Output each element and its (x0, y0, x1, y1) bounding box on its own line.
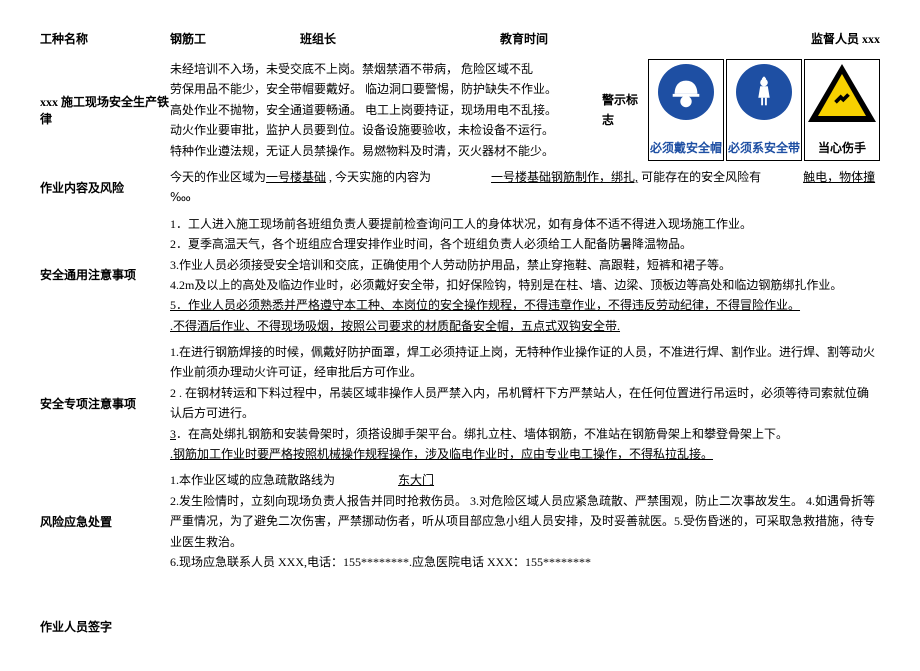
belt-icon (736, 64, 792, 120)
list-item: 1.在进行钢筋焊接的时候，佩戴好防护面罩，焊工必须持证上岗，无特种作业操作证的人… (170, 342, 880, 383)
general-section: 安全通用注意事项 1．工人进入施工现场前各班组负责人要提前检查询问工人的身体状况… (40, 214, 880, 336)
rules-line: 特种作业遵法规，无证人员禁操作。易燃物料及时清，灭火器材不能少。 (170, 141, 598, 161)
emergency-label: 风险应急处置 (40, 470, 170, 572)
content-risk-section: 作业内容及风险 今天的作业区域为一号楼基础 , 今天实施的内容为 一号楼基础钢筋… (40, 167, 880, 208)
text: 今天的作业区域为 (170, 170, 266, 184)
list-item: 3．在高处绑扎钢筋和安装骨架时，须搭设脚手架平台。绑扎立柱、墙体钢筋，不准站在钢… (170, 424, 880, 444)
belt-caption: 必须系安全带 (728, 138, 800, 158)
general-body: 1．工人进入施工现场前各班组负责人要提前检查询问工人的身体状况，如有身体不适不得… (170, 214, 880, 336)
helmet-icon (658, 64, 714, 120)
rules-text: 未经培训不入场，未受交底不上岗。禁烟禁酒不带病， 危险区域不乱 劳保用品不能少，… (170, 59, 598, 161)
hand-icon (808, 64, 876, 122)
job-name-value: 钢筋工 (170, 30, 300, 47)
content-risk-label: 作业内容及风险 (40, 167, 170, 208)
special-label: 安全专项注意事项 (40, 342, 170, 464)
special-section: 安全专项注意事项 1.在进行钢筋焊接的时候，佩戴好防护面罩，焊工必须持证上岗，无… (40, 342, 880, 464)
job-name-label: 工种名称 (40, 30, 170, 47)
safety-icons: 必须戴安全帽 必须系安全带 (648, 59, 880, 161)
text: ‱ (170, 190, 191, 204)
special-body: 1.在进行钢筋焊接的时候，佩戴好防护面罩，焊工必须持证上岗，无特种作业操作证的人… (170, 342, 880, 464)
helmet-sign: 必须戴安全帽 (648, 59, 724, 161)
team-leader-label: 班组长 (300, 30, 500, 47)
rules-section: xxx 施工现场安全生产铁律 未经培训不入场，未受交底不上岗。禁烟禁酒不带病， … (40, 59, 880, 161)
helmet-caption: 必须戴安全帽 (650, 138, 722, 158)
hand-caption: 当心伤手 (818, 138, 866, 158)
signature-body (170, 618, 880, 635)
list-item-underline: .不得酒后作业、不得现场吸烟，按照公司要求的材质配备安全帽，五点式双钩安全带. (170, 316, 880, 336)
list-item: 2.发生险情时，立刻向现场负责人报告并同时抢救伤员。 3.对危险区域人员应紧急疏… (170, 491, 880, 552)
list-item: 6.现场应急联系人员 XXX,电话：155********.应急医院电话 XXX… (170, 552, 880, 572)
list-item: 4.2m及以上的高处及临边作业时，必须戴好安全带，扣好保险钩，特别是在柱、墙、边… (170, 275, 880, 295)
emergency-body: 1.本作业区域的应急疏散路线为 东大门 2.发生险情时，立刻向现场负责人报告并同… (170, 470, 880, 572)
rules-line: 劳保用品不能少，安全带帽要戴好。 临边洞口要警惕，防护缺失不作业。 (170, 79, 598, 99)
training-time-label: 教育时间 (500, 30, 640, 47)
belt-sign: 必须系安全带 (726, 59, 802, 161)
hand-sign: 当心伤手 (804, 59, 880, 161)
text: 1.本作业区域的应急疏散路线为 (170, 473, 398, 487)
text: ．在高处绑扎钢筋和安装骨架时，须搭设脚手架平台。绑扎立柱、墙体钢筋，不准站在钢筋… (176, 427, 788, 441)
list-item: 2 . 在钢材转运和下料过程中，吊装区域非操作人员严禁入内，吊机臂杆下方严禁站人… (170, 383, 880, 424)
text: 可能存在的安全风险有 (638, 170, 761, 184)
work-underline: 一号楼基础钢筋制作，绑扎, (491, 170, 638, 184)
list-item: 3.作业人员必须接受安全培训和交底，正确使用个人劳动防护用品，禁止穿拖鞋、高跟鞋… (170, 255, 880, 275)
rules-line: 高处作业不抛物，安全通道要畅通。 电工上岗要持证，现场用电不乱接。 (170, 100, 598, 120)
list-item: 1.本作业区域的应急疏散路线为 东大门 (170, 470, 880, 490)
supervisor-label: 监督人员 xxx (640, 30, 880, 47)
signature-label: 作业人员签字 (40, 618, 170, 635)
rules-line: 动火作业要审批，监护人员要到位。设备设施要验收，未检设备不运行。 (170, 120, 598, 140)
area-underline: 一号楼基础 (266, 170, 326, 184)
list-item-underline: .钢筋加工作业时要严格按照机械操作规程操作，涉及临电作业时，应由专业电工操作，不… (170, 444, 880, 464)
content-risk-body: 今天的作业区域为一号楼基础 , 今天实施的内容为 一号楼基础钢筋制作，绑扎, 可… (170, 167, 880, 208)
general-label: 安全通用注意事项 (40, 214, 170, 336)
signature-section: 作业人员签字 (40, 618, 880, 635)
emergency-section: 风险应急处置 1.本作业区域的应急疏散路线为 东大门 2.发生险情时，立刻向现场… (40, 470, 880, 572)
list-item-underline: 5．作业人员必须熟悉并严格遵守本工种、本岗位的安全操作规程，不得违章作业，不得违… (170, 295, 880, 315)
list-item: 2．夏季高温天气，各个班组应合理安排作业时间，各个班组负责人必须给工人配备防暑降… (170, 234, 880, 254)
rules-line: 未经培训不入场，未受交底不上岗。禁烟禁酒不带病， 危险区域不乱 (170, 59, 598, 79)
warning-sign-label: 警示标志 (598, 59, 648, 161)
list-item: 1．工人进入施工现场前各班组负责人要提前检查询问工人的身体状况，如有身体不适不得… (170, 214, 880, 234)
header-row: 工种名称 钢筋工 班组长 教育时间 监督人员 xxx (40, 30, 880, 47)
route-underline: 东大门 (398, 473, 434, 487)
text: , 今天实施的内容为 (326, 170, 431, 184)
risk-underline: 触电，物体撞 (803, 170, 875, 184)
rules-label: xxx 施工现场安全生产铁律 (40, 59, 170, 161)
